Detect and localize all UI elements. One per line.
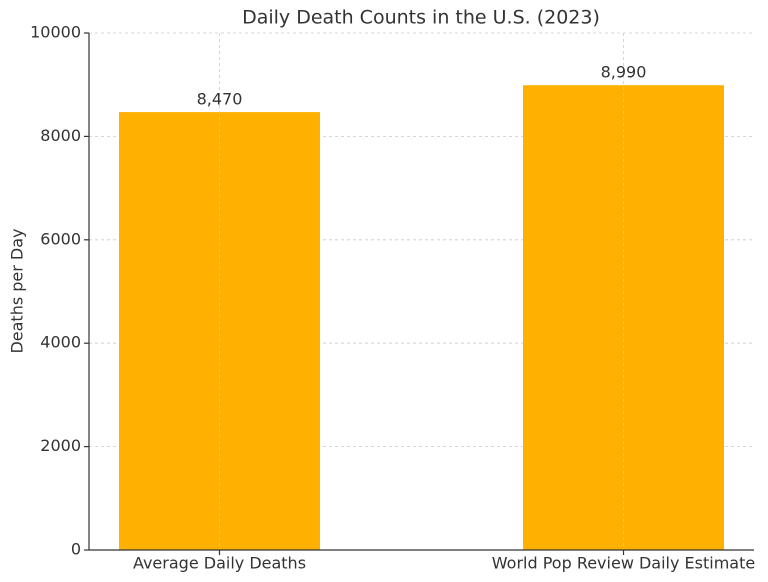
- y-tick-label: 2000: [40, 436, 81, 455]
- x-tick-label: World Pop Review Daily Estimate: [492, 554, 755, 573]
- y-axis-label: Deaths per Day: [8, 228, 27, 353]
- y-tick-label: 8000: [40, 126, 81, 145]
- y-tick-label: 6000: [40, 229, 81, 248]
- y-tick-label: 0: [71, 540, 81, 559]
- y-tick-label: 4000: [40, 333, 81, 352]
- chart-title: Daily Death Counts in the U.S. (2023): [242, 7, 600, 29]
- value-label: 8,990: [601, 63, 647, 82]
- value-label: 8,470: [197, 90, 243, 109]
- y-tick-label: 10000: [30, 23, 81, 42]
- x-tick-label: Average Daily Deaths: [133, 554, 306, 573]
